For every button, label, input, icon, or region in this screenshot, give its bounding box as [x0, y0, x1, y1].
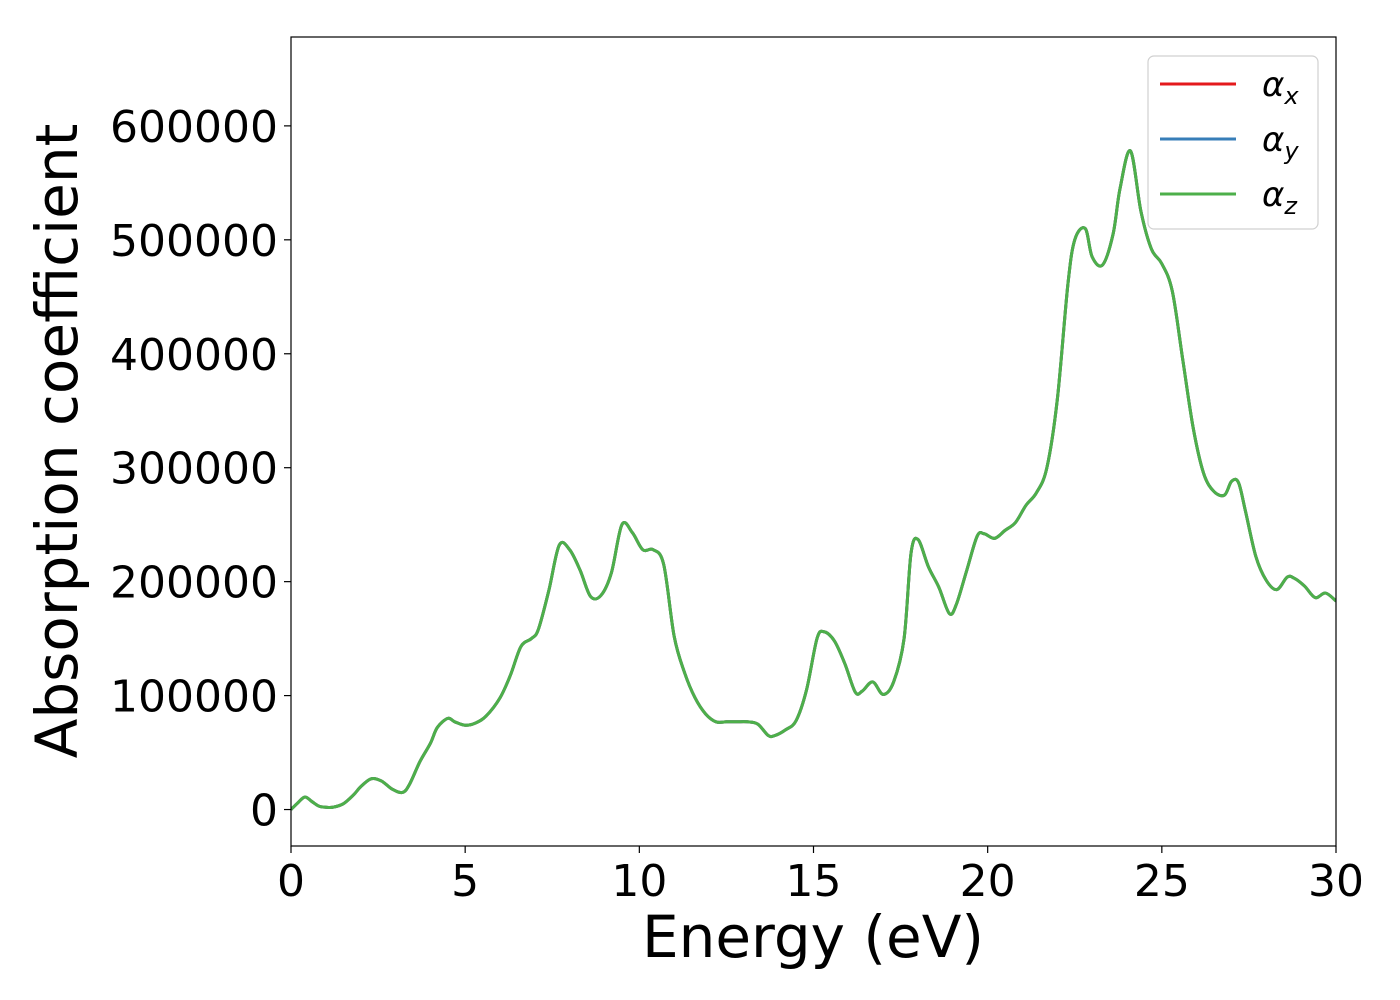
y-tick-label: 0 — [250, 786, 278, 837]
x-tick-label: 10 — [611, 856, 667, 907]
x-tick-label: 15 — [786, 856, 842, 907]
x-tick-label: 0 — [277, 856, 305, 907]
x-tick-label: 20 — [960, 856, 1016, 907]
x-axis-title: Energy (eV) — [642, 903, 984, 971]
y-tick-label: 100000 — [110, 672, 278, 723]
x-axis: 0 5 10 15 20 25 30 — [277, 846, 1364, 907]
y-axis-title: Absorption coefficient — [23, 124, 91, 759]
y-tick-label: 400000 — [110, 330, 278, 381]
x-tick-label: 5 — [451, 856, 479, 907]
y-tick-label: 200000 — [110, 558, 278, 609]
y-tick-label: 500000 — [110, 216, 278, 267]
y-tick-label: 600000 — [110, 102, 278, 153]
x-tick-label: 25 — [1134, 856, 1190, 907]
y-axis: 0 100000 200000 300000 400000 500000 600000 — [110, 102, 291, 837]
legend-box — [1147, 55, 1319, 230]
x-tick-label: 30 — [1308, 856, 1364, 907]
series-layer — [291, 149, 1336, 811]
series-line-z — [291, 149, 1336, 811]
y-tick-label: 300000 — [110, 444, 278, 495]
